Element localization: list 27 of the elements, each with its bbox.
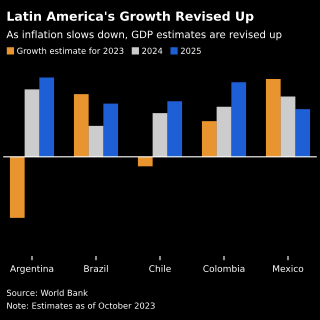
legend-label: 2024 <box>142 48 162 54</box>
source-note: Source: World Bank <box>6 290 88 296</box>
x-tick-label: Argentina <box>10 265 54 274</box>
x-tick-label: Chile <box>149 265 171 272</box>
bar <box>266 79 281 157</box>
x-tick-label: Mexico <box>273 265 304 272</box>
bar <box>216 106 232 157</box>
bar <box>24 89 40 157</box>
chart-subtitle: As inflation slows down, GDP estimates are revised up <box>6 30 282 40</box>
text: Note: Estimates as of October 2023 <box>7 302 155 309</box>
legend-label: Growth estimate for 2023 <box>17 48 124 54</box>
bar <box>231 82 246 157</box>
bar <box>39 77 54 157</box>
legend-label: 2025 <box>180 48 201 54</box>
chart-title: Latin America's Growth Revised Up <box>8 11 254 24</box>
bar <box>152 113 168 157</box>
bar <box>167 101 182 157</box>
x-tick-label: Brazil <box>84 265 108 272</box>
bar <box>10 156 25 218</box>
x-tick-label: Colombia <box>203 265 244 272</box>
bar <box>295 109 310 157</box>
bar <box>88 126 104 157</box>
bar <box>202 121 217 157</box>
bar <box>280 96 296 157</box>
bar <box>138 156 153 166</box>
bar <box>103 104 118 157</box>
bar <box>74 94 89 157</box>
